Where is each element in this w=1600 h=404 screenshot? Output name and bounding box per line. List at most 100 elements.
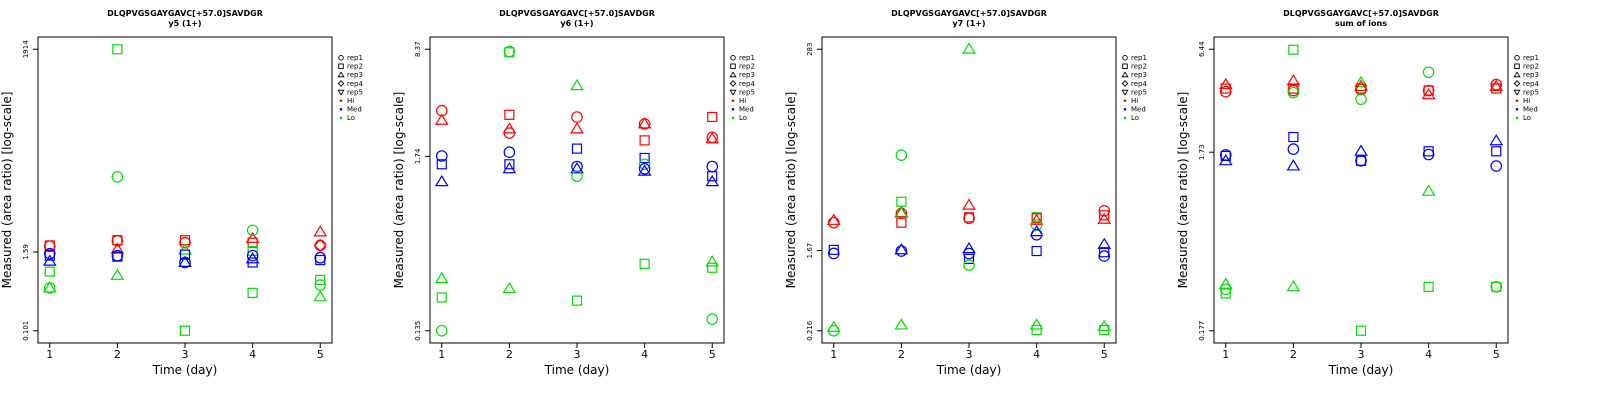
- data-point: [1422, 66, 1435, 79]
- legend-dot-icon: [1515, 116, 1519, 120]
- y-axis-label: Measured (area ratio) [log-scale]: [784, 92, 798, 289]
- data-point: [637, 117, 652, 129]
- data-point: [110, 242, 125, 254]
- data-point: [1490, 78, 1503, 91]
- data-point: [434, 174, 449, 187]
- data-point: [639, 258, 650, 269]
- legend-triangle-up-icon: [337, 71, 345, 78]
- x-tick-label: 3: [966, 348, 973, 361]
- data-point: [315, 274, 326, 285]
- legend-triangle-down-icon: [1121, 89, 1129, 96]
- data-point: [1097, 212, 1112, 224]
- legend-label: Lo: [1523, 114, 1531, 122]
- data-point: [44, 266, 55, 277]
- legend-triangle-up-icon: [729, 71, 737, 78]
- data-point: [1489, 133, 1504, 146]
- data-point: [1030, 228, 1043, 241]
- data-point: [1423, 85, 1434, 96]
- data-point: [638, 158, 651, 171]
- data-point: [1288, 44, 1299, 55]
- data-point: [705, 174, 720, 187]
- data-point: [1286, 159, 1301, 171]
- legend-label: Med: [1131, 106, 1146, 114]
- data-point: [894, 318, 909, 330]
- x-axis-label: Time (day): [936, 363, 1002, 377]
- legend-square-icon: [1122, 63, 1128, 70]
- x-tick-label: 3: [574, 348, 581, 361]
- data-point: [315, 254, 326, 266]
- data-point: [1355, 83, 1367, 96]
- data-point: [1288, 131, 1299, 143]
- x-tick-label: 5: [1493, 348, 1500, 361]
- data-point: [504, 47, 515, 58]
- legend-label: rep5: [739, 88, 755, 96]
- legend-dot-icon: [339, 99, 343, 102]
- data-point: [503, 127, 516, 139]
- legend-dot-icon: [1515, 99, 1519, 102]
- data-point: [111, 171, 124, 183]
- plot-frame: [1213, 36, 1509, 344]
- data-point: [42, 281, 57, 293]
- legend-dot-icon: [731, 108, 735, 111]
- y-tick-label: 8.37: [414, 41, 422, 57]
- data-point: [43, 247, 56, 260]
- data-point: [706, 160, 719, 173]
- data-point: [247, 287, 258, 298]
- data-point: [112, 235, 123, 246]
- data-point: [1219, 85, 1232, 98]
- legend-label: rep4: [739, 80, 755, 88]
- data-point: [894, 206, 909, 218]
- data-point: [434, 271, 449, 284]
- legend-label: rep4: [1131, 80, 1147, 88]
- chart-title: DLQPVGSGAYGAVC[+57.0]SAVDGR: [499, 9, 655, 18]
- data-point: [1491, 83, 1502, 94]
- data-point: [179, 249, 191, 260]
- data-point: [313, 238, 327, 252]
- legend-label: Med: [1523, 106, 1538, 114]
- data-point: [962, 241, 976, 254]
- data-point: [44, 250, 55, 261]
- legend-circle-icon: [338, 54, 344, 61]
- legend-label: rep2: [1523, 63, 1539, 71]
- data-point: [1422, 84, 1435, 97]
- legend-dot-icon: [339, 116, 343, 120]
- data-point: [826, 320, 841, 332]
- legend-label: rep1: [1131, 54, 1147, 62]
- legend-triangle-down-icon: [729, 89, 737, 96]
- x-axis-label: Time (day): [1328, 363, 1394, 377]
- x-tick-label: 1: [46, 348, 53, 361]
- data-point: [112, 44, 123, 55]
- legend-label: rep2: [1131, 63, 1147, 71]
- data-point: [247, 245, 258, 257]
- data-point: [112, 251, 123, 262]
- data-point: [1286, 280, 1301, 292]
- data-point: [1029, 213, 1044, 225]
- legend-label: rep3: [739, 71, 755, 79]
- legend-label: rep2: [347, 63, 363, 71]
- data-point: [571, 111, 583, 123]
- data-point: [827, 324, 840, 337]
- legend-label: rep3: [1131, 71, 1147, 79]
- y-tick-label: 1914: [22, 40, 30, 58]
- data-point: [1355, 155, 1367, 166]
- data-point: [962, 198, 976, 210]
- data-point: [570, 122, 584, 134]
- data-point: [1286, 74, 1301, 86]
- data-point: [178, 243, 192, 255]
- legend-label: rep4: [347, 80, 363, 88]
- data-point: [1355, 154, 1367, 167]
- data-point: [1354, 75, 1368, 88]
- legend-dot-icon: [731, 99, 735, 102]
- data-point: [895, 149, 908, 161]
- data-point: [571, 170, 583, 183]
- data-point: [896, 196, 907, 207]
- data-point: [245, 231, 260, 243]
- chart-title: DLQPVGSGAYGAVC[+57.0]SAVDGR: [107, 9, 263, 18]
- x-tick-label: 1: [830, 348, 837, 361]
- legend-label: Med: [347, 106, 362, 114]
